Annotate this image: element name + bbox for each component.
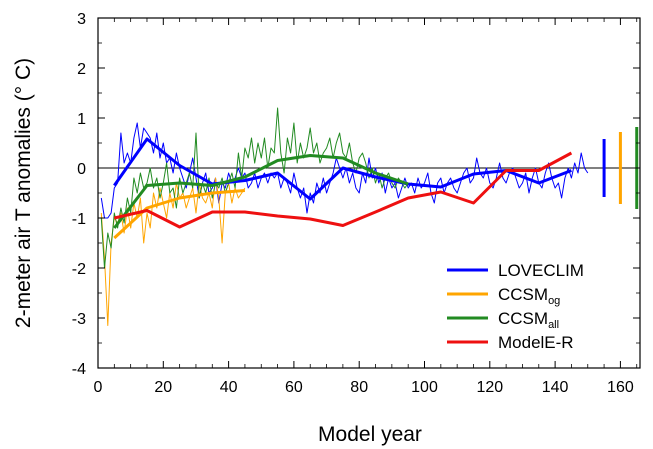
y-tick-label: 1 — [77, 111, 86, 128]
plot-frame — [97, 17, 641, 369]
axes-layer: 0 20 40 60 80 100 120 140 160 -4 -3 -2 -1 0 1 2 3 — [72, 11, 641, 396]
x-tick-label: 60 — [285, 379, 303, 396]
series-loveclim-annual-line — [100, 122, 589, 219]
series-ccsmog-decadal-line — [113, 189, 246, 240]
y-tick-label: 3 — [77, 11, 86, 28]
x-tick-label: 0 — [94, 379, 103, 396]
y-axis-title: 2-meter air T anomalies (° C) — [12, 58, 35, 328]
y-tick-label: -1 — [72, 211, 86, 228]
series-modele-r-decadal-line — [113, 151, 573, 229]
series-loveclim-decadal-line — [113, 137, 572, 201]
x-tick-label: 160 — [607, 379, 634, 396]
series-ccsmog-annual-line — [100, 177, 246, 326]
x-tick-label: 140 — [542, 379, 569, 396]
legend-label-ccsmog: CCSMog — [498, 285, 560, 307]
x-tick-label: 80 — [350, 379, 368, 396]
x-tick-label: 100 — [411, 379, 438, 396]
y-tick-label: 2 — [77, 61, 86, 78]
y-tick-label: -3 — [72, 311, 86, 328]
y-tick-label: 0 — [77, 161, 86, 178]
legend-label-ccsmall: CCSMall — [498, 309, 559, 331]
x-axis-title: Model year — [318, 423, 422, 446]
x-tick-label: 40 — [220, 379, 238, 396]
series-layer — [100, 107, 639, 326]
y-tick-label: -4 — [72, 361, 86, 378]
y-tick-label: -2 — [72, 261, 86, 278]
legend-label-loveclim: LOVECLIM — [498, 261, 584, 280]
legend-label-modele-r: ModelE-R — [498, 333, 574, 352]
x-tick-label: 20 — [154, 379, 172, 396]
series-ccsmall-annual-line — [100, 107, 409, 269]
series-ccsmall-decadal-line — [113, 154, 409, 229]
x-tick-label: 120 — [476, 379, 503, 396]
